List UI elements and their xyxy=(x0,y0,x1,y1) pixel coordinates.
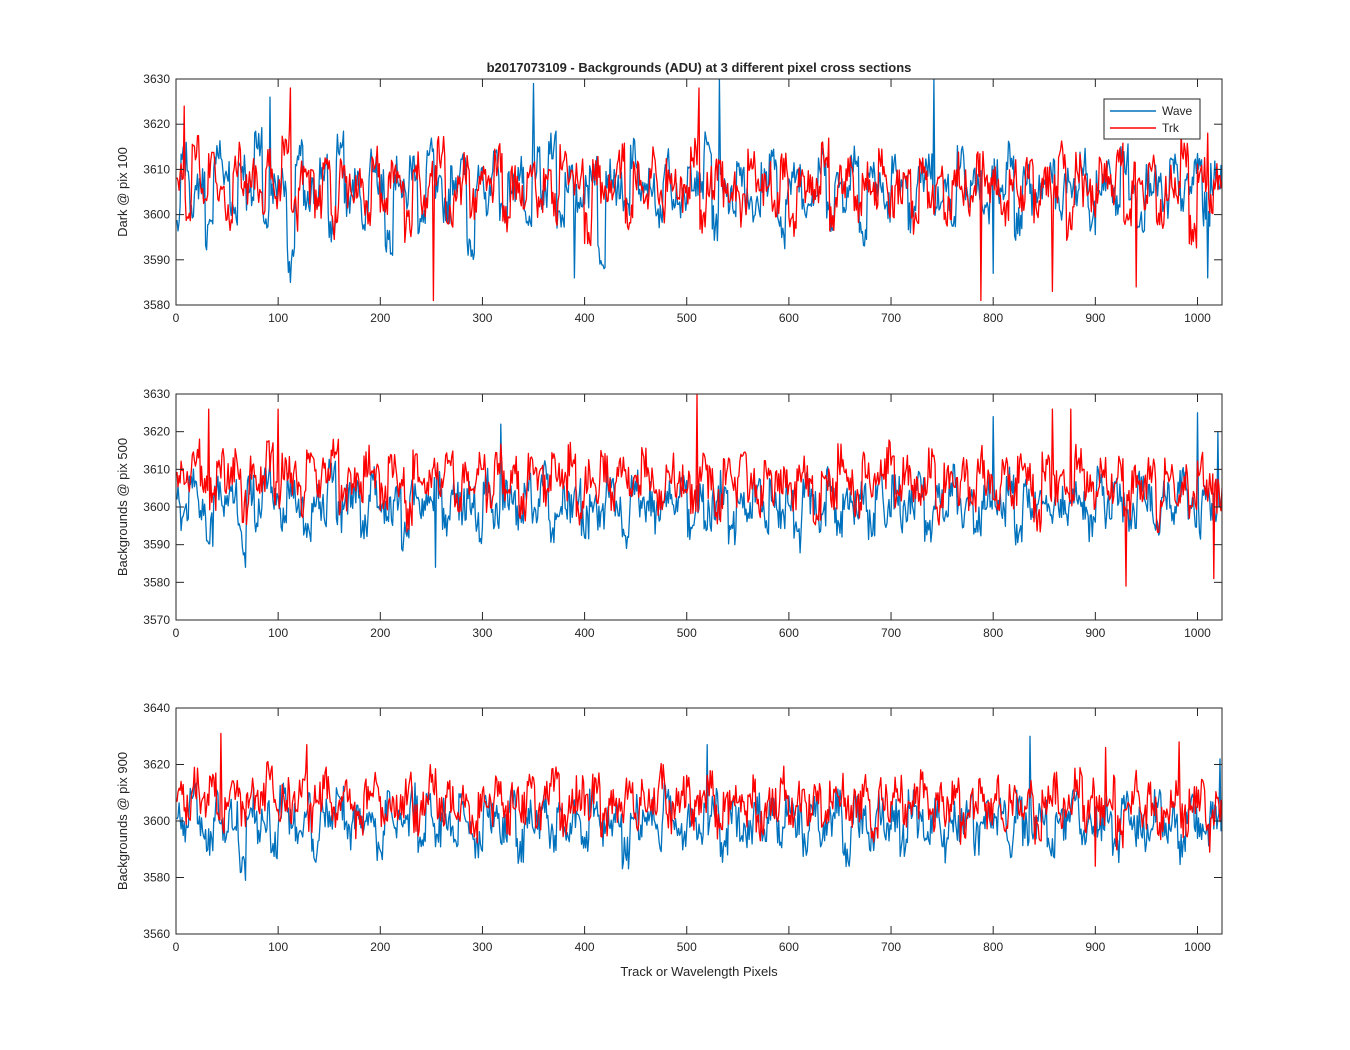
plot-area xyxy=(176,708,1222,934)
x-tick-label: 300 xyxy=(472,311,492,325)
y-tick-label: 3640 xyxy=(143,701,170,715)
x-tick-label: 500 xyxy=(677,311,697,325)
y-tick-label: 3580 xyxy=(143,298,170,312)
y-tick-label: 3580 xyxy=(143,575,170,589)
series-line-trk xyxy=(176,394,1222,587)
y-tick-label: 3590 xyxy=(143,538,170,552)
x-tick-label: 400 xyxy=(575,311,595,325)
x-tick-label: 200 xyxy=(370,626,390,640)
x-tick-label: 900 xyxy=(1085,311,1105,325)
series-line-trk xyxy=(176,732,1222,867)
series-line-wave xyxy=(176,735,1222,881)
series-group xyxy=(176,79,1222,302)
x-tick-label: 100 xyxy=(268,940,288,954)
x-tick-label: 900 xyxy=(1085,940,1105,954)
x-tick-label: 200 xyxy=(370,311,390,325)
x-tick-label: 600 xyxy=(779,311,799,325)
legend: Wave Trk xyxy=(1103,98,1201,140)
subplot-2: 0 100 200 300 400 500 600 700 800 900 1000 3570 3580… xyxy=(115,387,1223,640)
x-tick-label: 700 xyxy=(881,626,901,640)
x-tick-label: 300 xyxy=(472,940,492,954)
y-axis-label: Backgrounds @ pix 900 xyxy=(115,752,130,890)
y-tick-label: 3580 xyxy=(143,871,170,885)
y-tick-label: 3600 xyxy=(143,208,170,222)
x-tick-label: 0 xyxy=(173,311,180,325)
x-tick-label: 100 xyxy=(268,626,288,640)
y-tick-label: 3570 xyxy=(143,613,170,627)
y-tick-label: 3620 xyxy=(143,117,170,131)
y-tick-label: 3630 xyxy=(143,387,170,401)
y-tick-label: 3590 xyxy=(143,253,170,267)
x-tick-label: 1000 xyxy=(1184,311,1211,325)
x-tick-label: 800 xyxy=(983,626,1003,640)
x-tick-label: 700 xyxy=(881,311,901,325)
x-tick-label: 600 xyxy=(779,626,799,640)
series-line-wave xyxy=(176,412,1222,568)
y-tick-label: 3610 xyxy=(143,162,170,176)
figure-title: b2017073109 - Backgrounds (ADU) at 3 dif… xyxy=(487,60,912,75)
x-tick-label: 0 xyxy=(173,626,180,640)
x-tick-label: 700 xyxy=(881,940,901,954)
x-axis-label: Track or Wavelength Pixels xyxy=(620,964,778,979)
subplot-1: 0 100 200 300 400 500 600 700 800 900 1000 3580 3590… xyxy=(115,72,1223,325)
x-tick-label: 600 xyxy=(779,940,799,954)
x-tick-label: 100 xyxy=(268,311,288,325)
x-tick-label: 800 xyxy=(983,311,1003,325)
x-tick-label: 200 xyxy=(370,940,390,954)
y-tick-label: 3560 xyxy=(143,927,170,941)
legend-label-trk: Trk xyxy=(1162,121,1180,135)
y-tick-label: 3630 xyxy=(143,72,170,86)
x-tick-label: 800 xyxy=(983,940,1003,954)
y-axis-label: Backgrounds @ pix 500 xyxy=(115,438,130,576)
subplots: 0 100 200 300 400 500 600 700 800 900 100035803590… xyxy=(115,72,1223,954)
x-tick-label: 0 xyxy=(173,940,180,954)
x-tick-label: 400 xyxy=(575,940,595,954)
x-tick-label: 500 xyxy=(677,940,697,954)
legend-label-wave: Wave xyxy=(1162,104,1193,118)
x-tick-label: 1000 xyxy=(1184,940,1211,954)
y-tick-label: 3620 xyxy=(143,425,170,439)
x-tick-label: 400 xyxy=(575,626,595,640)
y-axis-label: Dark @ pix 100 xyxy=(115,147,130,237)
series-group xyxy=(176,732,1222,881)
x-tick-label: 500 xyxy=(677,626,697,640)
x-tick-label: 300 xyxy=(472,626,492,640)
y-tick-label: 3610 xyxy=(143,462,170,476)
y-tick-label: 3620 xyxy=(143,758,170,772)
series-line-trk xyxy=(176,87,1222,302)
legend-box xyxy=(1103,98,1201,140)
y-tick-label: 3600 xyxy=(143,814,170,828)
y-tick-label: 3600 xyxy=(143,500,170,514)
series-group xyxy=(176,394,1222,587)
x-tick-label: 900 xyxy=(1085,626,1105,640)
subplot-3: 0 100 200 300 400 500 600 700 800 900 1000 3560 3580… xyxy=(115,701,1223,954)
x-tick-label: 1000 xyxy=(1184,626,1211,640)
axes-box xyxy=(175,78,1223,306)
